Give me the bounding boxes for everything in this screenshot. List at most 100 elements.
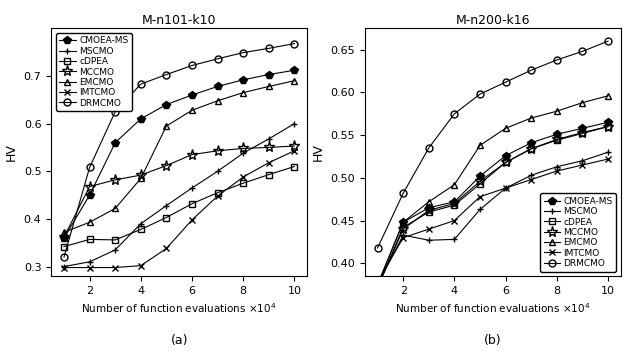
- DRMCMO: [111, 110, 119, 114]
- Line: DRMCMO: DRMCMO: [374, 38, 611, 251]
- CMOEA-MS: [188, 93, 196, 97]
- MSCMO: [604, 150, 612, 154]
- X-axis label: Number of function evaluations $\times10^4$: Number of function evaluations $\times10…: [395, 301, 591, 315]
- Line: CMOEA-MS: CMOEA-MS: [373, 118, 612, 289]
- IMTCMO: [291, 149, 298, 153]
- EMCMO: [265, 84, 273, 88]
- DRMCMO: [476, 92, 484, 96]
- Y-axis label: HV: HV: [312, 143, 324, 161]
- CMOEA-MS: [214, 84, 221, 88]
- MSCMO: [451, 237, 458, 241]
- Line: CMOEA-MS: CMOEA-MS: [60, 66, 299, 242]
- DRMCMO: [265, 46, 273, 51]
- IMTCMO: [163, 246, 170, 251]
- DRMCMO: [553, 58, 561, 62]
- MCCMO: [425, 208, 433, 212]
- DRMCMO: [527, 68, 535, 72]
- DRMCMO: [86, 165, 93, 170]
- IMTCMO: [374, 280, 381, 284]
- cDPEA: [374, 285, 381, 289]
- EMCMO: [425, 200, 433, 204]
- MSCMO: [579, 159, 586, 163]
- EMCMO: [502, 126, 509, 130]
- Line: IMTCMO: IMTCMO: [61, 147, 298, 271]
- EMCMO: [111, 206, 119, 211]
- MSCMO: [527, 173, 535, 177]
- CMOEA-MS: [399, 220, 407, 224]
- cDPEA: [188, 201, 196, 206]
- IMTCMO: [451, 218, 458, 223]
- IMTCMO: [579, 163, 586, 167]
- cDPEA: [111, 238, 119, 242]
- MSCMO: [425, 238, 433, 242]
- EMCMO: [291, 79, 298, 83]
- IMTCMO: [502, 186, 509, 190]
- IMTCMO: [111, 266, 119, 270]
- IMTCMO: [239, 175, 247, 179]
- Line: MCCMO: MCCMO: [372, 121, 614, 293]
- CMOEA-MS: [527, 141, 535, 145]
- Line: MCCMO: MCCMO: [58, 141, 300, 242]
- CMOEA-MS: [451, 200, 458, 204]
- MSCMO: [60, 264, 68, 269]
- MSCMO: [374, 282, 381, 287]
- MCCMO: [239, 146, 247, 150]
- IMTCMO: [476, 195, 484, 199]
- CMOEA-MS: [502, 154, 509, 158]
- CMOEA-MS: [86, 193, 93, 197]
- EMCMO: [451, 183, 458, 187]
- MCCMO: [451, 201, 458, 206]
- DRMCMO: [239, 51, 247, 55]
- MSCMO: [214, 169, 221, 173]
- CMOEA-MS: [137, 117, 145, 121]
- MSCMO: [502, 186, 509, 190]
- DRMCMO: [163, 73, 170, 77]
- MCCMO: [188, 153, 196, 157]
- cDPEA: [214, 190, 221, 195]
- IMTCMO: [425, 227, 433, 231]
- DRMCMO: [60, 255, 68, 259]
- CMOEA-MS: [60, 236, 68, 240]
- EMCMO: [604, 94, 612, 98]
- cDPEA: [265, 172, 273, 177]
- IMTCMO: [214, 194, 221, 198]
- CMOEA-MS: [239, 78, 247, 82]
- cDPEA: [399, 225, 407, 229]
- cDPEA: [579, 131, 586, 136]
- Line: EMCMO: EMCMO: [374, 92, 611, 288]
- Line: EMCMO: EMCMO: [61, 77, 298, 236]
- cDPEA: [60, 245, 68, 249]
- cDPEA: [476, 182, 484, 186]
- MCCMO: [137, 173, 145, 177]
- CMOEA-MS: [265, 73, 273, 77]
- IMTCMO: [86, 266, 93, 270]
- CMOEA-MS: [425, 206, 433, 210]
- IMTCMO: [527, 177, 535, 182]
- MCCMO: [476, 179, 484, 183]
- EMCMO: [527, 116, 535, 120]
- Line: MSCMO: MSCMO: [61, 120, 298, 270]
- MCCMO: [163, 164, 170, 168]
- Line: cDPEA: cDPEA: [375, 124, 611, 290]
- Legend: CMOEA-MS, MSCMO, cDPEA, MCCMO, EMCMO, IMTCMO, DRMCMO: CMOEA-MS, MSCMO, cDPEA, MCCMO, EMCMO, IM…: [56, 33, 132, 111]
- MSCMO: [137, 222, 145, 226]
- CMOEA-MS: [579, 126, 586, 130]
- X-axis label: Number of function evaluations $\times10^4$: Number of function evaluations $\times10…: [81, 301, 277, 315]
- Legend: CMOEA-MS, MSCMO, cDPEA, MCCMO, EMCMO, IMTCMO, DRMCMO: CMOEA-MS, MSCMO, cDPEA, MCCMO, EMCMO, IM…: [540, 193, 616, 272]
- cDPEA: [553, 138, 561, 142]
- EMCMO: [579, 101, 586, 105]
- EMCMO: [239, 91, 247, 95]
- Line: cDPEA: cDPEA: [61, 164, 297, 249]
- DRMCMO: [579, 49, 586, 53]
- MSCMO: [291, 121, 298, 126]
- MCCMO: [374, 285, 381, 289]
- MCCMO: [579, 130, 586, 135]
- MCCMO: [553, 137, 561, 142]
- EMCMO: [163, 124, 170, 128]
- MCCMO: [265, 145, 273, 150]
- DRMCMO: [188, 63, 196, 68]
- Title: M-n200-k16: M-n200-k16: [456, 14, 530, 27]
- Text: (b): (b): [484, 334, 502, 347]
- cDPEA: [239, 181, 247, 185]
- CMOEA-MS: [553, 132, 561, 136]
